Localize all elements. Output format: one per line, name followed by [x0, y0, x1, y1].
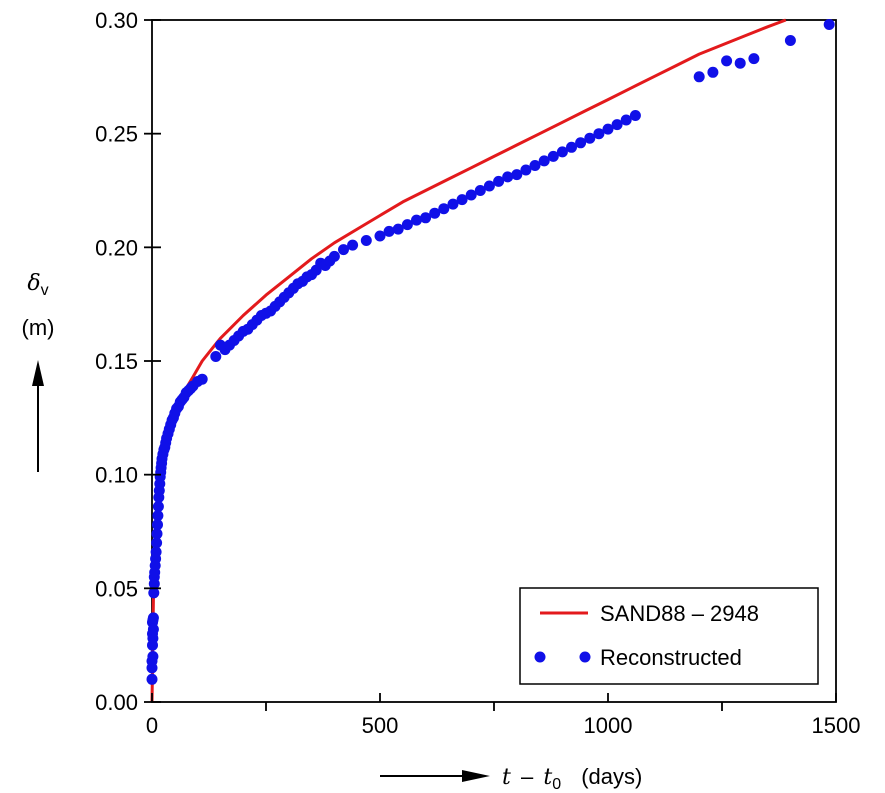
data-point [151, 537, 163, 549]
data-point [383, 225, 395, 237]
data-point [147, 632, 159, 644]
y-label-arrow-head [32, 360, 44, 386]
x-tick-label: 1000 [584, 713, 633, 738]
y-label-unit: (m) [22, 315, 55, 340]
data-point [420, 212, 432, 224]
data-point [429, 207, 441, 219]
data-point [447, 198, 459, 210]
data-point [347, 239, 359, 251]
data-point [465, 189, 477, 201]
svg-text:δv: δv [27, 271, 48, 299]
legend-label-sand: SAND88 – 2948 [600, 601, 759, 626]
data-point [520, 164, 532, 176]
data-point [374, 230, 386, 242]
data-point [620, 114, 632, 126]
data-point [338, 244, 349, 256]
data-point [584, 132, 596, 144]
data-point [511, 169, 523, 181]
data-point [147, 612, 159, 624]
data-point [360, 235, 372, 246]
data-point [538, 155, 550, 167]
x-tick-label: 0 [146, 713, 158, 738]
y-tick-label: 0.00 [95, 690, 138, 715]
x-tick-label: 1500 [812, 713, 861, 738]
data-point [456, 194, 468, 206]
data-point [474, 185, 486, 196]
data-point [593, 128, 605, 140]
data-point [721, 55, 733, 67]
data-point [401, 219, 413, 231]
legend-dot-swatch-1 [534, 651, 546, 663]
data-point [411, 214, 422, 226]
data-point [547, 150, 559, 162]
svg-text:t – t0 (days: t – t0 (days) [502, 764, 642, 793]
y-tick-label: 0.05 [95, 576, 138, 601]
data-point [611, 119, 623, 131]
data-point [748, 53, 760, 65]
data-point [734, 57, 746, 69]
data-point [210, 351, 222, 362]
legend: SAND88 – 2948 Reconstructed [519, 587, 819, 685]
y-label-symbol: δ [27, 271, 40, 296]
data-point [152, 510, 164, 522]
data-point [147, 651, 159, 662]
y-axis-label: δv (m) [22, 271, 55, 472]
data-point [529, 160, 541, 171]
legend-label-reconstructed: Reconstructed [600, 645, 742, 670]
data-point [148, 587, 160, 599]
data-point [502, 171, 514, 183]
legend-dot-swatch-2 [579, 651, 591, 663]
data-point [575, 137, 587, 149]
y-label-subscript: v [41, 282, 49, 299]
y-tick-label: 0.15 [95, 349, 138, 374]
data-point [556, 146, 568, 158]
data-point [438, 203, 450, 215]
data-point [328, 250, 340, 262]
data-point [147, 623, 159, 635]
data-point [707, 66, 719, 78]
data-point [602, 123, 614, 135]
data-point [150, 546, 162, 558]
y-tick-label: 0.20 [95, 235, 138, 260]
data-point [152, 519, 163, 531]
data-point [152, 501, 164, 512]
x-tick-label: 500 [362, 713, 399, 738]
axes-layer: 0.00 0.05 0.10 0.15 0.20 0.25 0.30 0 500 1000 1500 [95, 8, 860, 738]
x-label-t0-sub: 0 [552, 776, 561, 793]
data-point [146, 673, 158, 685]
data-point [566, 141, 577, 153]
x-label-t0: t [543, 765, 552, 790]
data-point [196, 373, 208, 385]
y-tick-label: 0.10 [95, 463, 138, 488]
data-point [784, 35, 796, 46]
x-label-minus: – [521, 764, 534, 789]
data-point [493, 175, 505, 187]
legend-box [519, 587, 819, 685]
data-point [483, 180, 495, 192]
data-point [823, 19, 835, 30]
x-label-t: t [502, 765, 511, 790]
data-point [392, 223, 404, 235]
data-point [629, 110, 641, 121]
data-point [693, 71, 705, 83]
x-label-unit: (days) [581, 764, 642, 789]
y-tick-label: 0.25 [95, 122, 138, 147]
data-point [151, 528, 163, 540]
y-tick-label: 0.30 [95, 8, 138, 33]
x-label-arrow-head [462, 770, 490, 782]
x-axis-label: t – t0 (days) [380, 764, 642, 793]
